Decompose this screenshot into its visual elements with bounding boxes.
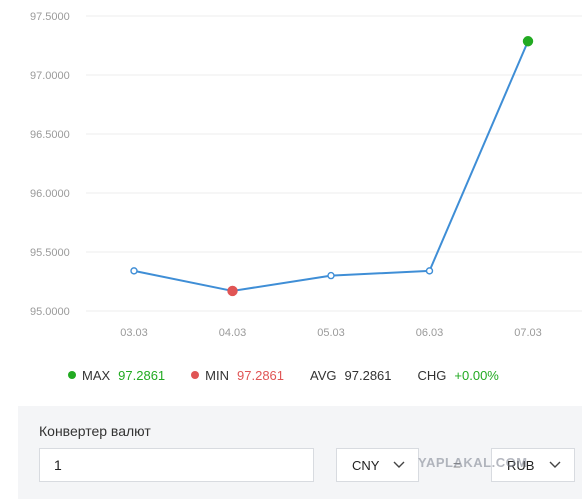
max-point bbox=[522, 36, 534, 47]
min-label: MIN bbox=[205, 367, 230, 383]
currency-line-chart: 95.0000 95.5000 96.0000 96.5000 97.0000 97.50… bbox=[30, 11, 582, 339]
max-label: MAX bbox=[82, 367, 111, 383]
stat-chg: CHG +0.00% bbox=[418, 368, 499, 383]
stat-min: MIN 97.2861 bbox=[191, 368, 284, 383]
series-line bbox=[133, 40, 529, 292]
data-point bbox=[130, 267, 138, 275]
y-tick-label: 95.5000 bbox=[30, 247, 70, 259]
converter-title: Конвертер валют bbox=[39, 423, 151, 439]
y-tick-label: 97.5000 bbox=[30, 11, 70, 23]
to-currency-value: RUB bbox=[507, 457, 535, 473]
y-tick-label: 96.5000 bbox=[30, 129, 70, 141]
stats-bar: MAX 97.2861 MIN 97.2861 AVG 97.2861 CHG … bbox=[68, 366, 525, 384]
currency-converter: Конвертер валют CNY = RUB bbox=[18, 406, 582, 499]
x-tick-label: 03.03 bbox=[120, 327, 148, 339]
y-tick-label: 95.0000 bbox=[30, 306, 70, 318]
equals-sign: = bbox=[452, 457, 462, 473]
amount-input[interactable] bbox=[39, 448, 314, 482]
data-point bbox=[425, 267, 434, 275]
from-currency-select[interactable]: CNY bbox=[336, 448, 419, 482]
chg-label: CHG bbox=[417, 367, 447, 383]
y-tick-label: 96.0000 bbox=[30, 188, 70, 200]
min-value: 97.2861 bbox=[237, 367, 285, 383]
max-value: 97.2861 bbox=[118, 367, 166, 383]
min-dot bbox=[191, 371, 200, 379]
min-point bbox=[227, 285, 238, 297]
avg-label: AVG bbox=[310, 367, 337, 383]
stat-avg: AVG 97.2861 bbox=[310, 368, 392, 383]
x-tick-label: 05.03 bbox=[317, 327, 345, 339]
chg-value: +0.00% bbox=[454, 367, 499, 383]
max-dot bbox=[68, 371, 76, 379]
data-point bbox=[327, 271, 335, 280]
x-tick-label: 06.03 bbox=[416, 327, 444, 339]
to-currency-select[interactable]: RUB bbox=[491, 448, 575, 482]
from-currency-value: CNY bbox=[352, 457, 380, 473]
y-tick-label: 97.0000 bbox=[30, 70, 70, 82]
avg-value: 97.2861 bbox=[344, 367, 392, 383]
chevron-down-icon bbox=[393, 461, 405, 468]
x-tick-label: 04.03 bbox=[219, 327, 247, 339]
x-tick-label: 07.03 bbox=[514, 327, 542, 339]
stat-max: MAX 97.2861 bbox=[68, 368, 165, 383]
chevron-down-icon bbox=[549, 461, 561, 468]
